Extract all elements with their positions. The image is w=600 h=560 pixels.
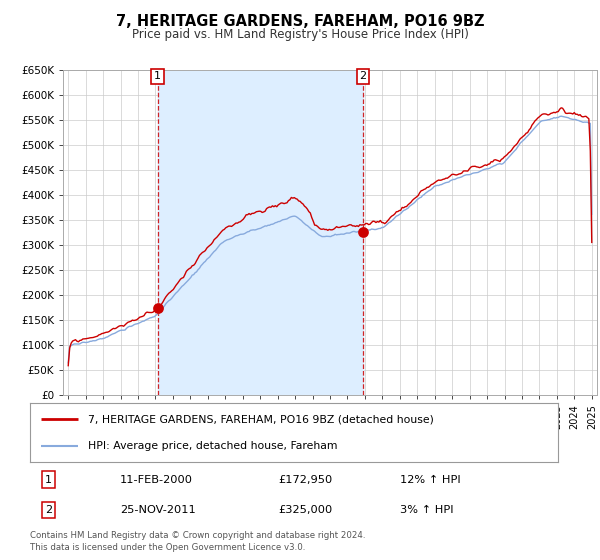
Text: HPI: Average price, detached house, Fareham: HPI: Average price, detached house, Fare… — [88, 441, 338, 451]
Text: Contains HM Land Registry data © Crown copyright and database right 2024.
This d: Contains HM Land Registry data © Crown c… — [30, 531, 365, 552]
Point — [358, 228, 368, 237]
Text: 7, HERITAGE GARDENS, FAREHAM, PO16 9BZ (detached house): 7, HERITAGE GARDENS, FAREHAM, PO16 9BZ (… — [88, 414, 434, 424]
Text: 2: 2 — [45, 505, 52, 515]
Text: 11-FEB-2000: 11-FEB-2000 — [120, 474, 193, 484]
Text: 2: 2 — [359, 72, 367, 82]
Text: Price paid vs. HM Land Registry's House Price Index (HPI): Price paid vs. HM Land Registry's House … — [131, 28, 469, 41]
Point — [153, 304, 163, 313]
Text: 3% ↑ HPI: 3% ↑ HPI — [400, 505, 453, 515]
Text: £325,000: £325,000 — [278, 505, 332, 515]
Bar — [158, 70, 363, 395]
Text: 12% ↑ HPI: 12% ↑ HPI — [400, 474, 460, 484]
Text: 1: 1 — [154, 72, 161, 82]
Text: £172,950: £172,950 — [278, 474, 332, 484]
Text: 7, HERITAGE GARDENS, FAREHAM, PO16 9BZ: 7, HERITAGE GARDENS, FAREHAM, PO16 9BZ — [116, 14, 484, 29]
Text: 1: 1 — [45, 474, 52, 484]
Text: 25-NOV-2011: 25-NOV-2011 — [120, 505, 196, 515]
